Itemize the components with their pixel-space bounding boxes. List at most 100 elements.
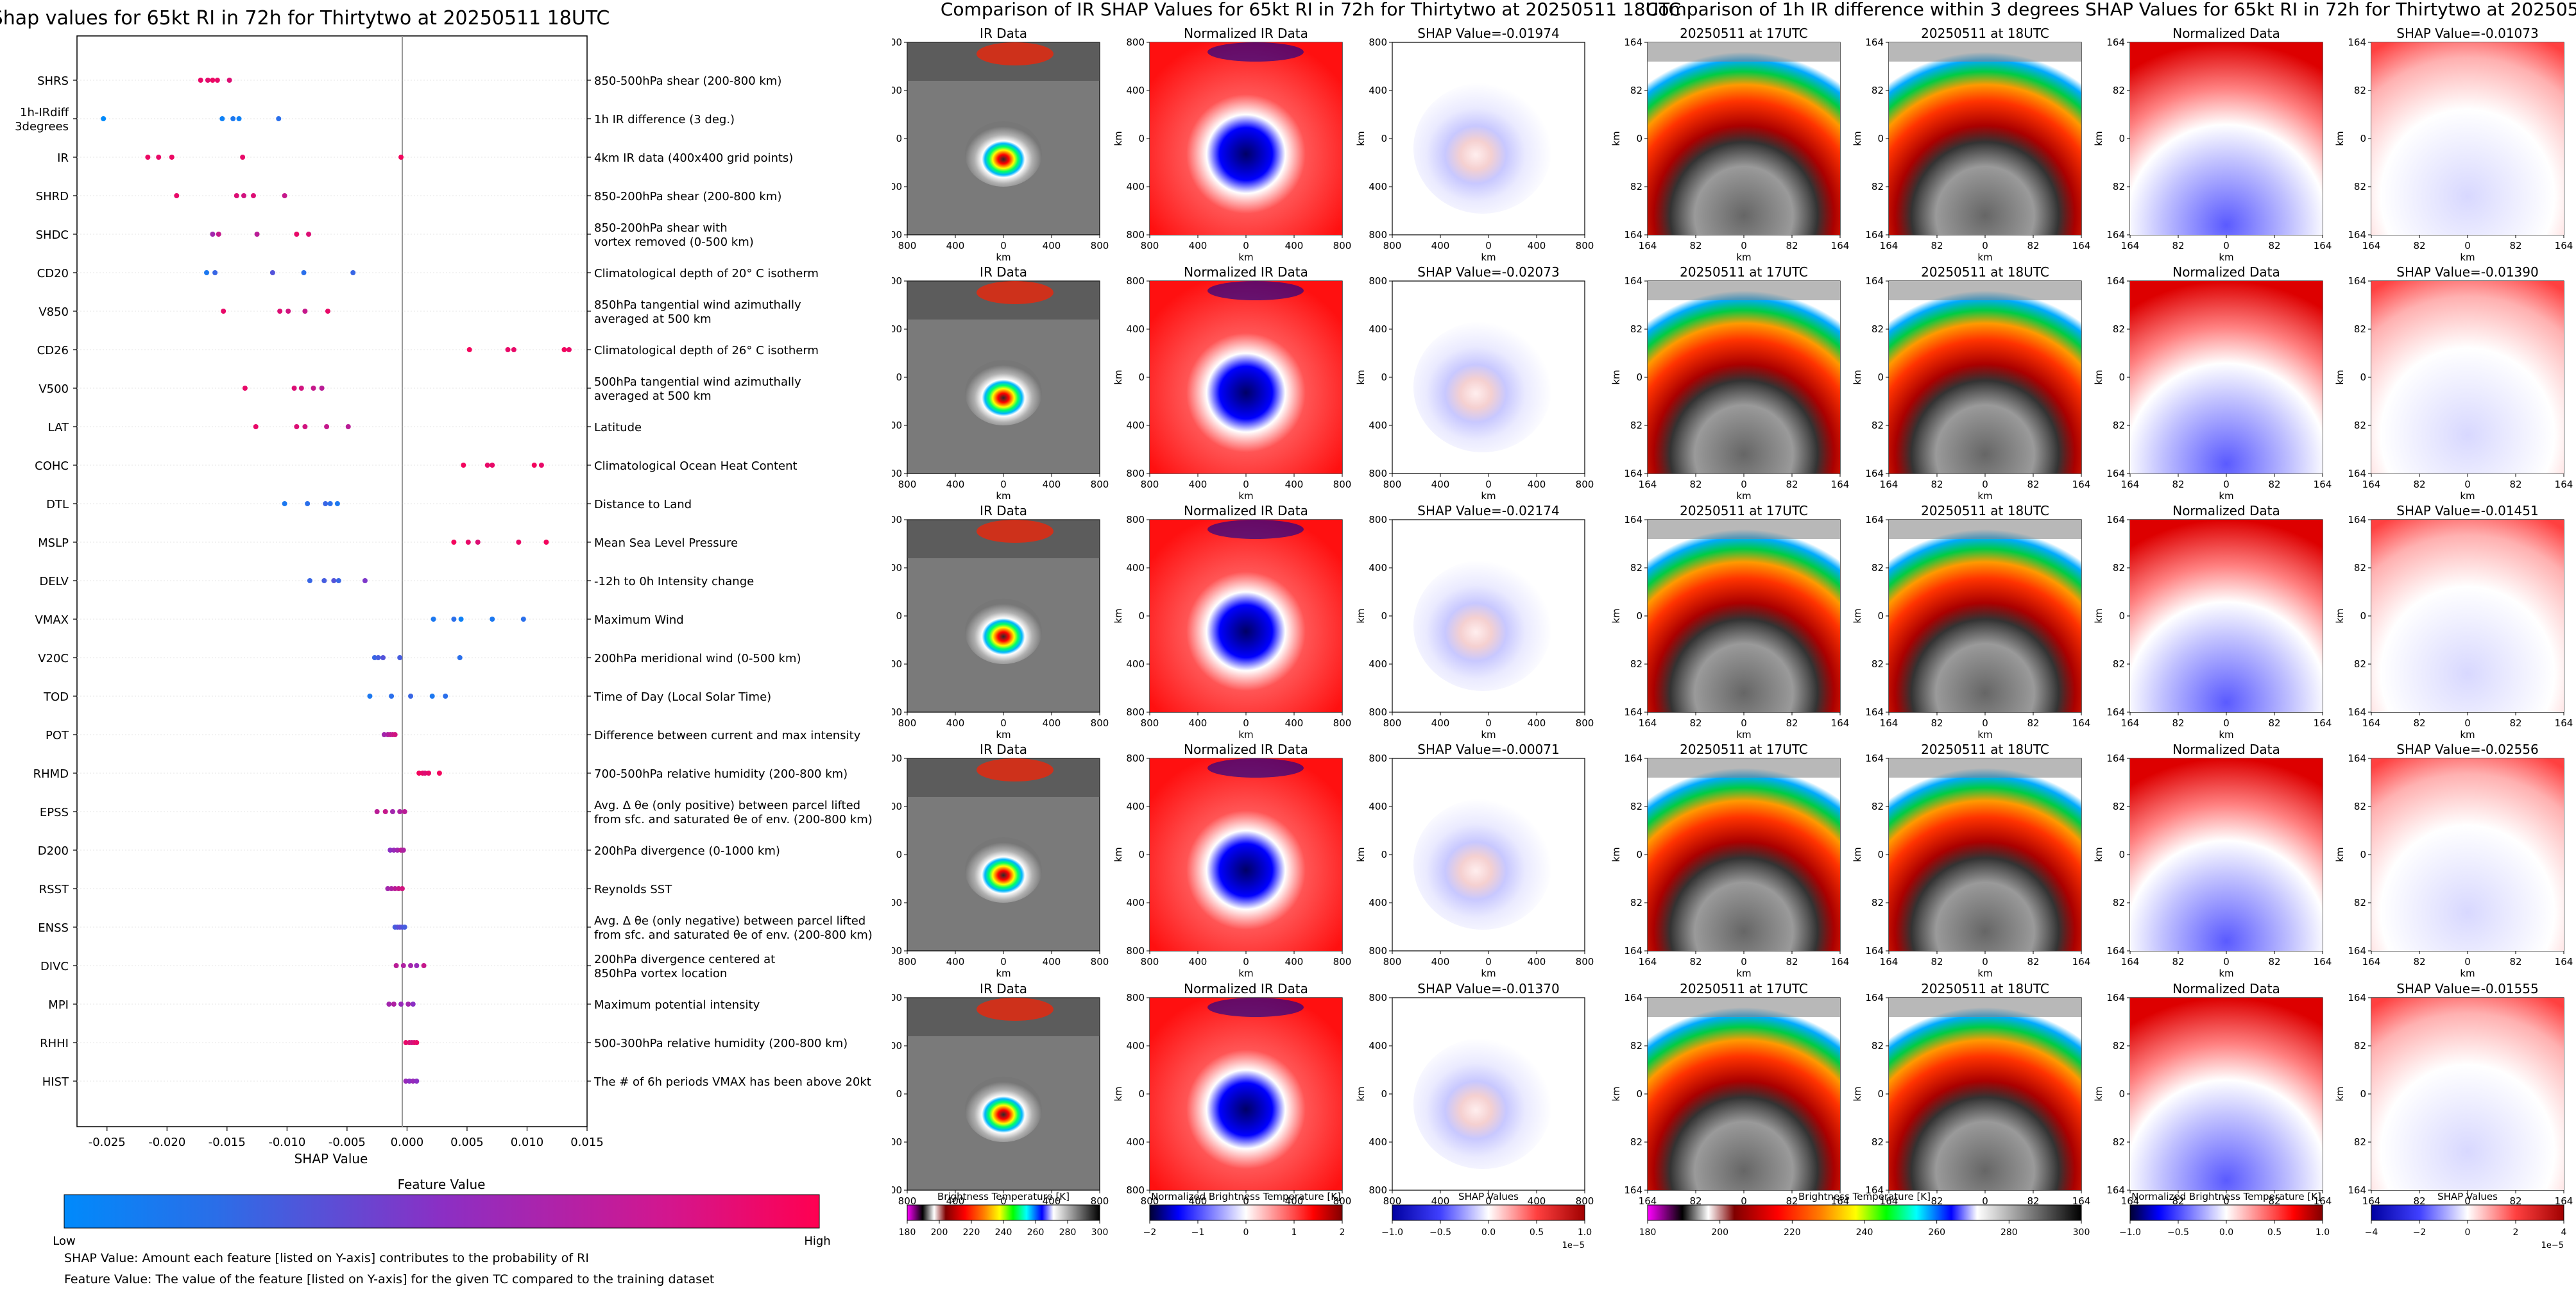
shap-point [516, 540, 522, 545]
shap-point [566, 347, 572, 352]
panel-ytick-label: 800 [1126, 468, 1145, 479]
feature-code-label: DTL [46, 498, 69, 511]
feature-code-label: RHHI [40, 1037, 69, 1050]
shap-point [380, 655, 386, 660]
colorbar-tick-label: 1 [1292, 1227, 1297, 1238]
feature-row-rhmd: RHMD 700-500hPa relative humidity (200-80… [33, 767, 848, 781]
panel-xtick-label: 82 [1786, 240, 1798, 252]
panel-title: SHAP Value=-0.02073 [1417, 264, 1559, 280]
panel-ytick-label: 0 [1877, 133, 1884, 144]
panel-title: Normalized Data [2172, 742, 2280, 757]
colorbar-tick-label: −1 [1191, 1227, 1205, 1238]
panel-title: 20250511 at 18UTC [1921, 26, 2049, 41]
shap-point [414, 1079, 420, 1084]
panel-xtick-label: 800 [1383, 717, 1402, 729]
panel-ytick-label: 82 [2354, 181, 2366, 192]
panel-ytick-label: 82 [1630, 562, 1642, 574]
panel-xtick-label: 164 [2121, 479, 2140, 490]
panel-ytick-label: 0 [1138, 610, 1145, 622]
feature-code-label: POT [46, 729, 69, 742]
panel-ytick-label: 164 [2348, 1184, 2366, 1196]
panel-ytick-label: 800 [892, 468, 902, 479]
panel-xtick-label: 800 [1383, 956, 1402, 968]
panel-xtick-label: 82 [2027, 240, 2039, 252]
shap-point [294, 232, 300, 237]
panel-xtick-label: 800 [1091, 717, 1109, 729]
panel-ytick-label: 400 [892, 897, 902, 909]
shap-point [403, 1040, 409, 1045]
panel-xtick-label: 164 [2072, 717, 2091, 729]
shap-point [531, 463, 537, 468]
shap-point [302, 309, 308, 314]
colorbar-exponent: 1e−5 [2541, 1241, 2564, 1251]
colorbar-tick-label: 0.5 [2267, 1227, 2282, 1238]
panel-ytick-label: 800 [1369, 706, 1387, 718]
panel-ylabel: km [2334, 131, 2346, 146]
shap-point [319, 386, 325, 391]
shap-xtick-label: -0.010 [268, 1136, 305, 1149]
panel-xtick-label: 164 [1831, 717, 1850, 729]
shap-axes-frame [76, 35, 588, 1127]
panel-xtick-label: 800 [1333, 717, 1352, 729]
panel-ytick-label: 800 [1126, 275, 1145, 287]
colorbar-tick-label: 2 [1340, 1227, 1345, 1238]
feature-row-hist: HIST The # of 6h periods VMAX has been ab… [42, 1075, 871, 1089]
panel-xlabel: km [2460, 729, 2475, 740]
shap-point [398, 155, 404, 160]
panel-ytick-label: 0 [896, 1088, 902, 1100]
panel-ytick-label: 400 [1126, 658, 1145, 670]
feature-description-label: Mean Sea Level Pressure [594, 536, 738, 550]
feature-code-label: EPSS [40, 806, 69, 819]
panel-xtick-label: 164 [2072, 1195, 2091, 1207]
panel-xtick-label: 800 [1576, 479, 1594, 490]
panel-ylabel: km [1113, 847, 1124, 862]
panel-xtick-label: 82 [2509, 1195, 2521, 1207]
panel-ylabel: km [1113, 1086, 1124, 1101]
feature-row-shrd: SHRD 850-200hPa shear (200-800 km) [36, 190, 782, 203]
colorbar-tick-label: 300 [1091, 1227, 1109, 1238]
shap-point [458, 617, 464, 622]
shap-point [305, 501, 311, 506]
panel-xtick-label: 400 [1285, 479, 1304, 490]
panel-title: Normalized Data [2172, 264, 2280, 280]
panel-title: SHAP Value=-0.02174 [1417, 503, 1559, 518]
panel-xtick-label: 800 [1383, 479, 1402, 490]
shap-xtick-label: -0.020 [148, 1136, 185, 1149]
feature-code-label: V850 [38, 305, 69, 319]
panel-xtick-label: 800 [898, 1195, 917, 1207]
colorbar-tick-label: 2 [2513, 1227, 2519, 1238]
panel-xtick-label: 0 [1982, 240, 1988, 252]
panel-xtick-label: 164 [1831, 1195, 1850, 1207]
feature-code-label: D200 [38, 844, 69, 858]
panel-ytick-label: 0 [1138, 849, 1145, 860]
shap-point [371, 655, 377, 660]
shap-point [410, 1002, 416, 1007]
panel-title: Normalized Data [2172, 26, 2280, 41]
panel-xtick-label: 164 [2555, 479, 2573, 490]
colorbar-high-label: High [804, 1234, 830, 1248]
shap-point [397, 809, 403, 814]
panel-title: SHAP Value=-0.02556 [2396, 742, 2538, 757]
panel-ytick-label: 82 [2354, 897, 2366, 909]
shap-point [422, 771, 428, 776]
feature-code-label: MSLP [38, 536, 69, 550]
panel-xtick-label: 800 [898, 240, 917, 252]
panel-xtick-label: 0 [1243, 479, 1249, 490]
panel-xtick-label: 0 [2223, 717, 2230, 729]
panel-ylabel: km [2093, 131, 2104, 146]
feature-code-label: DELV [39, 575, 69, 588]
panel-xtick-label: 82 [2268, 1195, 2280, 1207]
panel-title: SHAP Value=-0.01370 [1417, 981, 1559, 996]
shap-point [436, 771, 442, 776]
panel-ytick-label: 82 [1630, 323, 1642, 335]
panel-xtick-label: 164 [2072, 479, 2091, 490]
panel-ytick-label: 400 [892, 420, 902, 431]
feature-row-v850: V850 850hPa tangential wind azimuthally av… [38, 298, 801, 326]
panel-ytick-label: 164 [2106, 1184, 2125, 1196]
colorbar-tick-label: 220 [1784, 1227, 1801, 1238]
panel-title: IR Data [980, 264, 1027, 280]
shap-point [254, 232, 260, 237]
